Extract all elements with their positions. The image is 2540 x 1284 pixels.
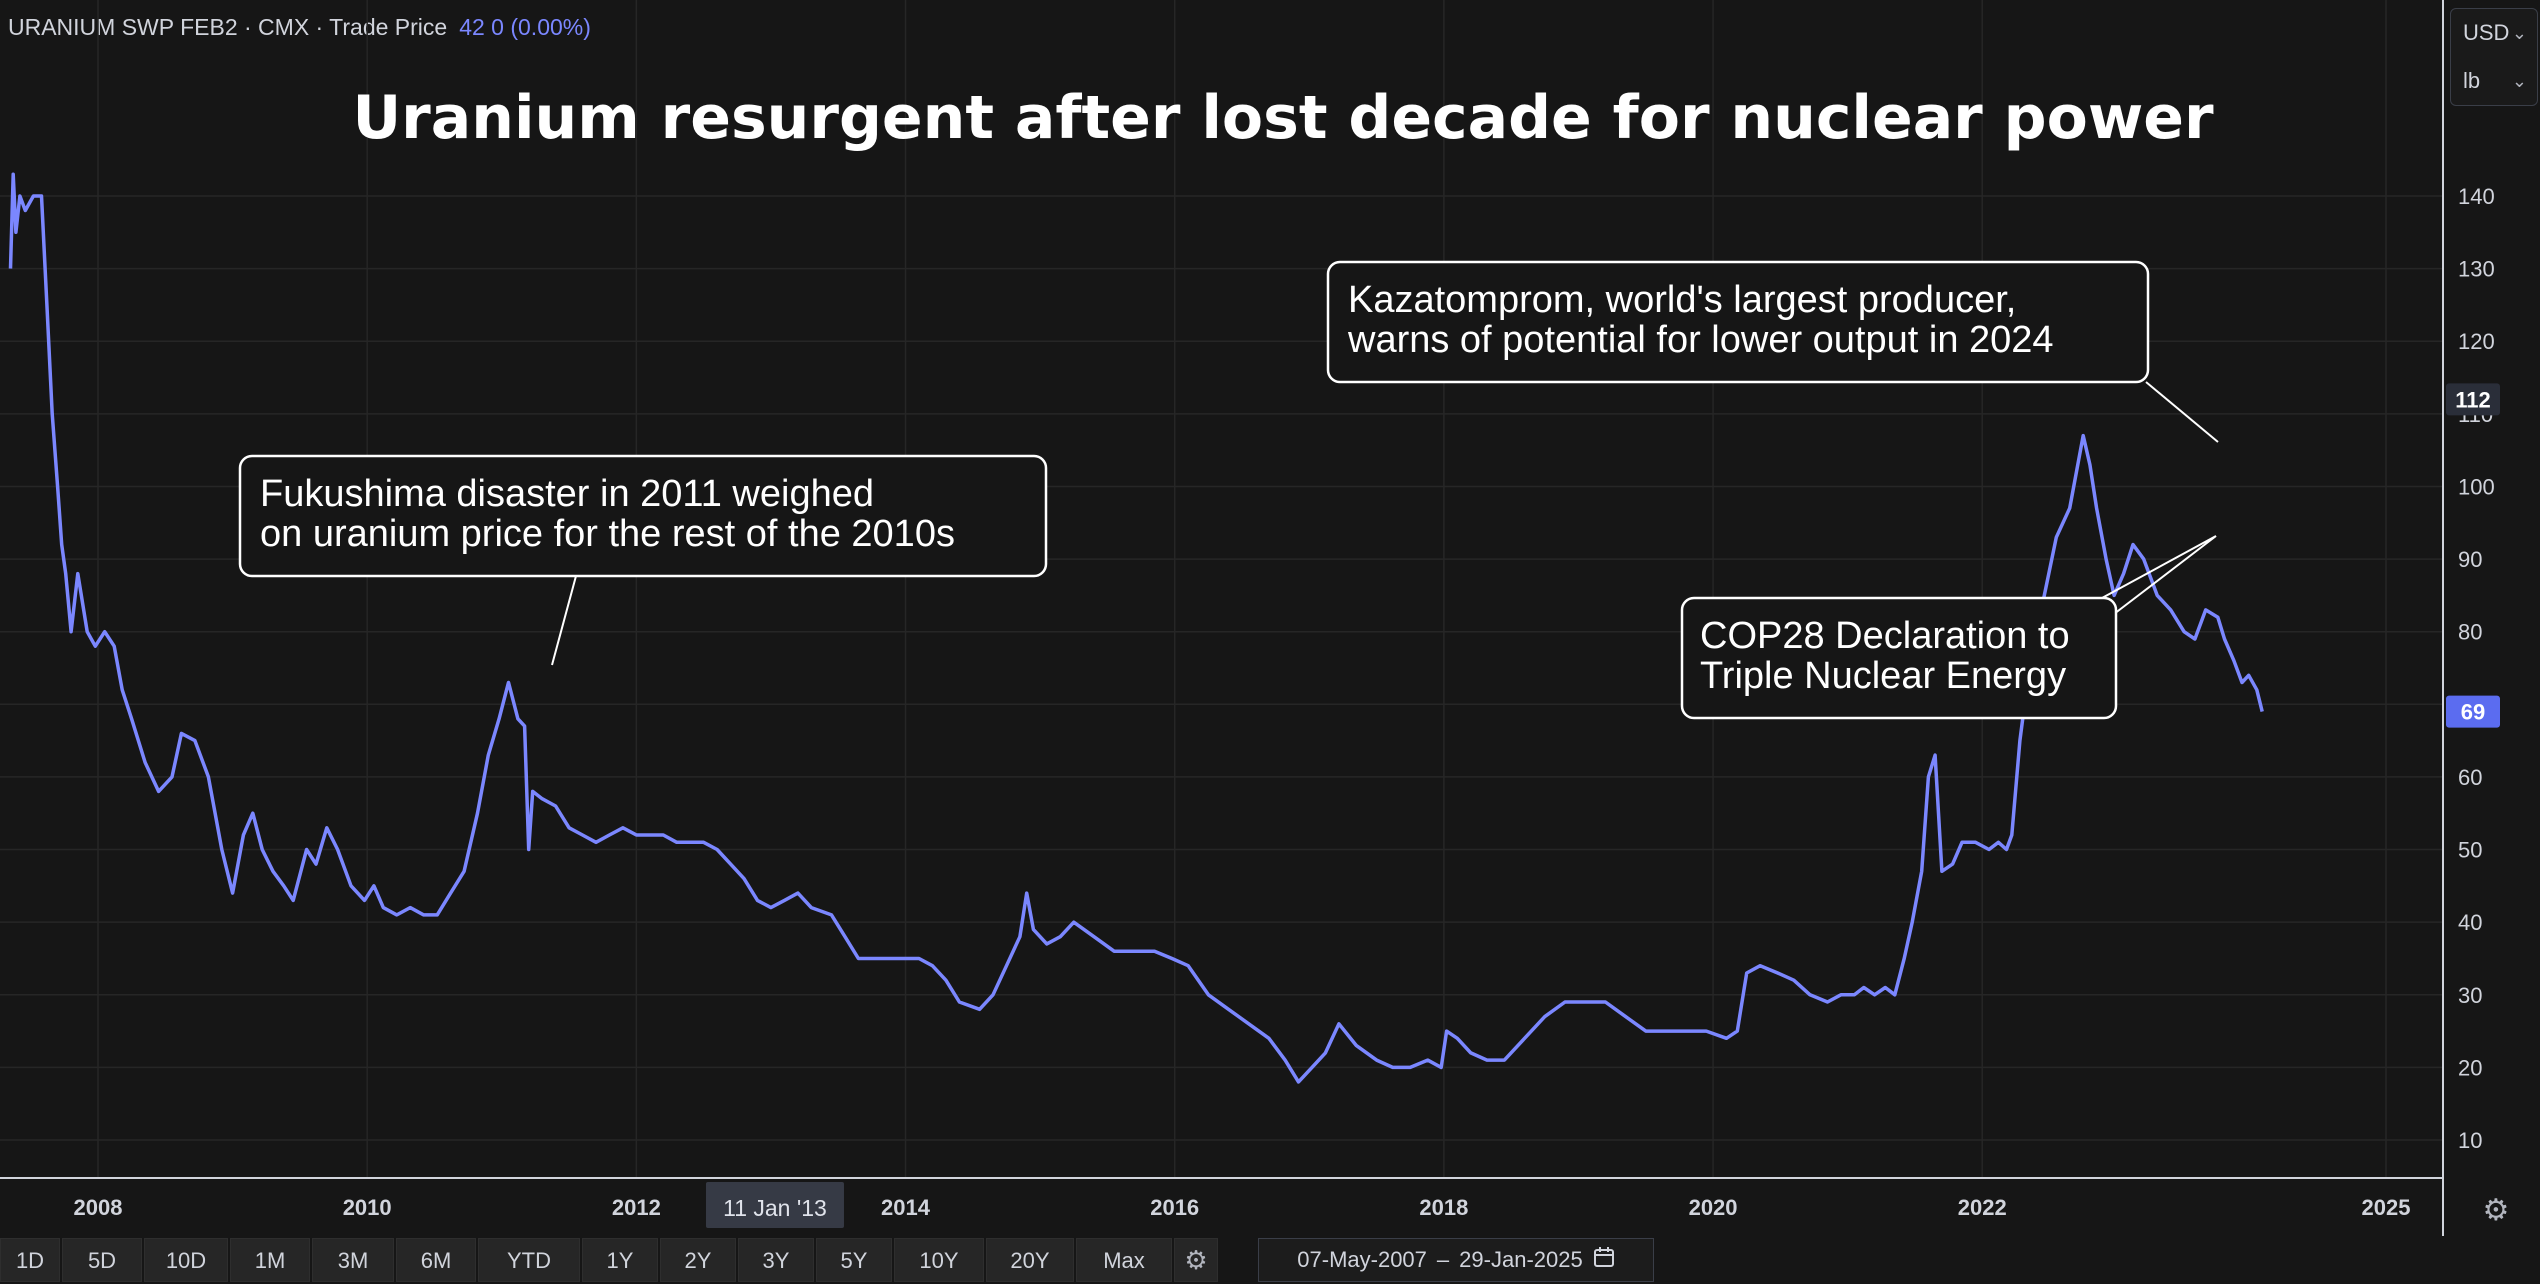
calendar-icon <box>1593 1246 1615 1274</box>
y-tick-label: 100 <box>2458 474 2495 499</box>
range-button-1y[interactable]: 1Y <box>582 1238 658 1282</box>
currency-dropdown[interactable]: USD ⌄ <box>2451 9 2537 57</box>
range-button-10d[interactable]: 10D <box>144 1238 228 1282</box>
x-axis-ticks: 2008 2010 2012 2014 2016 2018 2020 2022 2025 <box>74 1195 2411 1220</box>
range-button-3y[interactable]: 3Y <box>738 1238 814 1282</box>
gear-icon[interactable]: ⚙ <box>2482 1193 2510 1227</box>
callout-box <box>238 454 1048 578</box>
range-button-2y[interactable]: 2Y <box>660 1238 736 1282</box>
range-button-5d[interactable]: 5D <box>62 1238 142 1282</box>
y-tick-label: 20 <box>2458 1055 2482 1080</box>
annotation-fukushima: Fukushima disaster in 2011 weighed on ur… <box>238 454 1048 666</box>
crosshair-date-bg <box>705 1182 844 1228</box>
range-button-1d[interactable]: 1D <box>0 1238 60 1282</box>
callout-text: COP28 Declaration to Triple Nuclear Ener… <box>1700 615 2080 697</box>
y-tick-label: 90 <box>2458 547 2482 572</box>
y-tick-label: 140 <box>2458 184 2495 209</box>
callout-line: Kazatomprom, world's largest producer, <box>1348 279 2016 321</box>
range-button-ytd[interactable]: YTD <box>478 1238 580 1282</box>
series-line <box>8 172 2264 1084</box>
symbol-header: URANIUM SWP FEB2 · CMX · Trade Price 42 0… <box>8 14 591 41</box>
annotation-cop28: COP28 Declaration to Triple Nuclear Ener… <box>1680 535 2217 720</box>
y-tick-label: 40 <box>2458 910 2482 935</box>
y-tick-label: 80 <box>2458 620 2482 645</box>
chevron-down-icon: ⌄ <box>2511 71 2527 91</box>
annotation-kazatomprom: Kazatomprom, world's largest producer, w… <box>1326 260 2219 443</box>
range-toolbar: 1D 5D 10D 1M 3M 6M YTD 1Y 2Y 3Y 5Y 10Y 20Y Max ⚙ <box>0 1238 1218 1284</box>
range-button-10y[interactable]: 10Y <box>894 1238 984 1282</box>
date-range-picker[interactable]: 07-May-2007 – 29-Jan-2025 <box>1258 1238 1654 1282</box>
y-tick-label: 50 <box>2458 838 2482 863</box>
currency-label: USD <box>2463 20 2510 45</box>
unit-selector: USD ⌄ lb ⌄ <box>2450 8 2538 106</box>
date-end: 29-Jan-2025 <box>1459 1247 1583 1272</box>
date-start: 07-May-2007 <box>1297 1247 1427 1272</box>
grid-lines <box>0 0 2443 1178</box>
x-tick-label: 2008 <box>74 1195 123 1220</box>
callout-pointer <box>2145 381 2219 443</box>
x-tick-label: 2014 <box>881 1195 931 1220</box>
unit-label: lb <box>2463 68 2481 93</box>
y-tick-label: 30 <box>2458 983 2482 1008</box>
y-tick-label: 130 <box>2458 257 2495 282</box>
callout-line: COP28 Declaration to <box>1700 615 2070 657</box>
crosshair-label: 11 Jan '13 <box>705 1182 844 1228</box>
range-button-20y[interactable]: 20Y <box>986 1238 1074 1282</box>
crosshair-date: 11 Jan '13 <box>723 1195 827 1221</box>
symbol-title: URANIUM SWP FEB2 · CMX · Trade Price <box>8 14 448 40</box>
callout-line: warns of potential for lower output in 2… <box>1347 319 2054 361</box>
callout-pointer <box>551 575 662 666</box>
unit-dropdown[interactable]: lb ⌄ <box>2451 57 2537 105</box>
price-readout: 42 0 (0.00%) <box>459 14 591 40</box>
range-button-max[interactable]: Max <box>1076 1238 1172 1282</box>
range-button-5y[interactable]: 5Y <box>816 1238 892 1282</box>
x-tick-label: 2010 <box>343 1195 392 1220</box>
callout-text: Kazatomprom, world's largest producer, w… <box>1347 279 2054 361</box>
date-separator: – <box>1436 1247 1450 1272</box>
x-tick-label: 2012 <box>612 1195 661 1220</box>
x-tick-label: 2022 <box>1958 1195 2007 1220</box>
x-tick-label: 2016 <box>1150 1195 1199 1220</box>
callout-line: Fukushima disaster in 2011 weighed <box>260 473 874 515</box>
price-label: 112 <box>2455 387 2491 412</box>
price-labels: 112 69 <box>2446 383 2500 728</box>
axes <box>0 0 2444 1236</box>
range-button-3m[interactable]: 3M <box>312 1238 394 1282</box>
range-button-6m[interactable]: 6M <box>396 1238 476 1282</box>
chart-title: Uranium resurgent after lost decade for … <box>352 83 2213 153</box>
range-button-1m[interactable]: 1M <box>230 1238 310 1282</box>
y-tick-label: 120 <box>2458 329 2495 354</box>
price-label-bg <box>2446 383 2500 416</box>
callout-line: Triple Nuclear Energy <box>1700 655 2066 697</box>
callout-text: Fukushima disaster in 2011 weighed on ur… <box>260 473 955 555</box>
price-label-bg <box>2446 695 2500 728</box>
y-tick-label: 60 <box>2458 765 2482 790</box>
x-tick-label: 2020 <box>1689 1195 1738 1220</box>
price-label: 69 <box>2461 700 2485 725</box>
callout-box <box>1326 260 2150 384</box>
callout-box <box>1680 596 2118 720</box>
callout-pointer <box>2101 535 2217 615</box>
chevron-down-icon: ⌄ <box>2511 23 2527 43</box>
x-tick-label: 2018 <box>1419 1195 1468 1220</box>
y-tick-label: 10 <box>2458 1128 2482 1153</box>
y-axis-ticks: 102030405060708090100110120130140 <box>2458 184 2495 1153</box>
gear-icon[interactable]: ⚙ <box>1174 1238 1218 1282</box>
x-tick-label: 2025 <box>2362 1195 2411 1220</box>
callout-line: on uranium price for the rest of the 201… <box>260 513 955 555</box>
